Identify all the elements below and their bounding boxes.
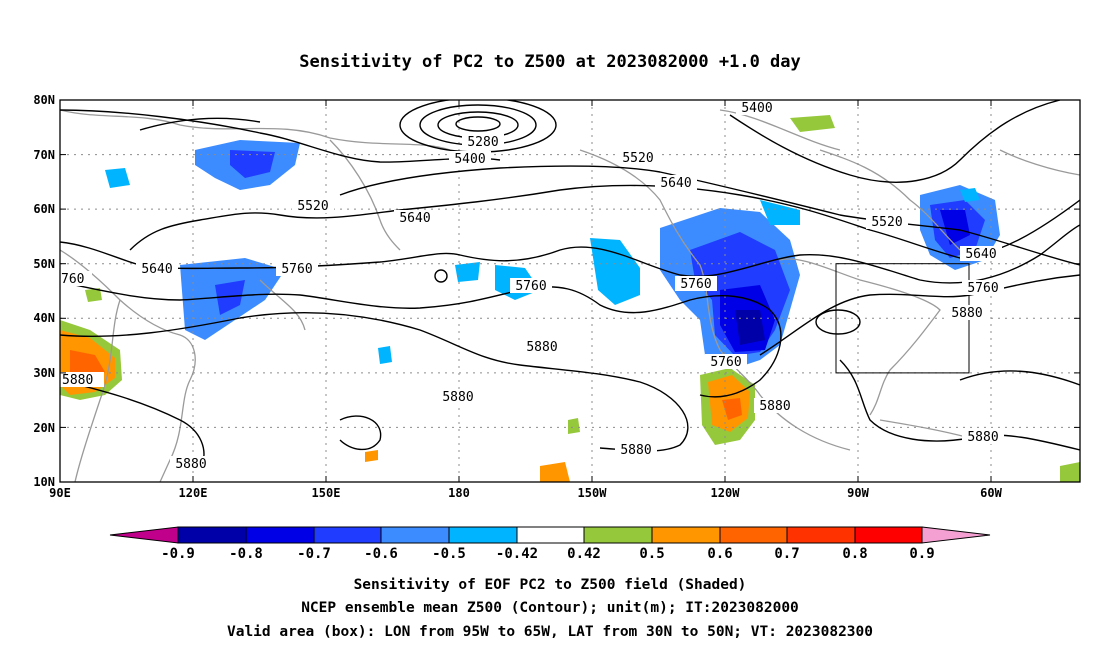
contour-label: 5640 — [399, 211, 430, 226]
colorbar-swatch — [651, 526, 721, 544]
colorbar: -0.9 -0.8 -0.7 -0.6 -0.5 -0.42 0.42 0.5 … — [109, 526, 991, 562]
lat-tick-label: 50N — [33, 257, 55, 271]
caption-valid-area: Valid area (box): LON from 95W to 65W, L… — [227, 624, 873, 640]
lon-tick-label: 150E — [312, 486, 341, 500]
contour-label: 5760 — [680, 277, 711, 292]
colorbar-tick-label: 0.9 — [909, 546, 934, 562]
contour-label: 5640 — [965, 247, 996, 262]
lat-tick-label: 60N — [33, 202, 55, 216]
contour-label: 5880 — [175, 457, 206, 472]
colorbar-swatch — [583, 526, 653, 544]
contour-label: 5760 — [515, 279, 546, 294]
lon-tick-label: 150W — [578, 486, 608, 500]
colorbar-tick-label: -0.8 — [229, 546, 263, 562]
colorbar-swatch — [854, 526, 923, 544]
figure-title: Sensitivity of PC2 to Z500 at 2023082000… — [299, 52, 801, 72]
contour-label: 5880 — [759, 399, 790, 414]
contour-label: 5520 — [871, 215, 902, 230]
lon-tick-label: 120W — [711, 486, 741, 500]
lon-tick-label: 90W — [847, 486, 869, 500]
lat-tick-label: 40N — [33, 311, 55, 325]
lon-tick-label: 120E — [179, 486, 208, 500]
colorbar-swatch — [516, 526, 585, 544]
contour-label: 5880 — [620, 443, 651, 458]
axis-ticks — [60, 99, 1080, 482]
colorbar-tick-label: 0.42 — [567, 546, 601, 562]
map-panel: 5400 5280 5400 5520 5520 5520 5640 5640 … — [60, 100, 1080, 482]
contour-label: 5400 — [741, 101, 772, 116]
colorbar-swatch — [245, 526, 315, 544]
colorbar-tick-label: 0.7 — [774, 546, 799, 562]
lat-tick-label: 30N — [33, 366, 55, 380]
contour-label: 5760 — [710, 355, 741, 370]
colorbar-swatch — [719, 526, 788, 544]
contour-label: 5400 — [454, 152, 485, 167]
contour-label: 5640 — [660, 176, 691, 191]
colorbar-tick-label: 0.8 — [842, 546, 867, 562]
colorbar-tick-label: -0.42 — [496, 546, 538, 562]
contour-label: 5880 — [442, 390, 473, 405]
z500-contours — [60, 100, 1080, 471]
map-frame — [59, 99, 1081, 483]
contour-label: 5880 — [951, 306, 982, 321]
lat-tick-label: 70N — [33, 148, 55, 162]
caption-shaded: Sensitivity of EOF PC2 to Z500 field (Sh… — [354, 577, 747, 593]
colorbar-tick-label: 0.6 — [707, 546, 732, 562]
lat-tick-label: 10N — [33, 475, 55, 489]
lon-tick-label: 60W — [980, 486, 1002, 500]
colorbar-tick-label: -0.7 — [297, 546, 331, 562]
contour-label: 5520 — [622, 151, 653, 166]
colorbar-swatch — [786, 526, 856, 544]
latitude-axis: 80N 70N 60N 50N 40N 30N 20N 10N — [33, 93, 55, 489]
contour-label: 760 — [61, 272, 84, 287]
contour-label: 5280 — [467, 135, 498, 150]
caption-contour: NCEP ensemble mean Z500 (Contour); unit(… — [301, 600, 799, 616]
contour-label: 5880 — [62, 373, 93, 388]
colorbar-swatch — [380, 526, 450, 544]
colorbar-tick-label: -0.6 — [364, 546, 398, 562]
colorbar-tick-label: -0.5 — [432, 546, 466, 562]
contour-label: 5520 — [297, 199, 328, 214]
lon-tick-label: 90E — [49, 486, 71, 500]
lat-tick-label: 20N — [33, 421, 55, 435]
contour-label: 5880 — [526, 340, 557, 355]
colorbar-swatch — [448, 526, 518, 544]
gridlines — [60, 100, 1080, 482]
colorbar-swatch — [921, 526, 991, 544]
contour-labels: 5400 5280 5400 5520 5520 5520 5640 5640 … — [60, 100, 1004, 472]
colorbar-tick-label: -0.9 — [161, 546, 195, 562]
lon-tick-label: 180 — [448, 486, 470, 500]
longitude-axis: 90E 120E 150E 180 150W 120W 90W 60W — [49, 486, 1002, 500]
contour-label: 5640 — [141, 262, 172, 277]
contour-label: 5760 — [967, 281, 998, 296]
colorbar-swatch — [313, 526, 382, 544]
contour-label: 5760 — [281, 262, 312, 277]
colorbar-swatch — [109, 526, 179, 544]
colorbar-swatch — [177, 526, 247, 544]
colorbar-tick-label: 0.5 — [639, 546, 664, 562]
shaded-sensitivity — [60, 115, 1080, 482]
contour-label: 5880 — [967, 430, 998, 445]
lat-tick-label: 80N — [33, 93, 55, 107]
